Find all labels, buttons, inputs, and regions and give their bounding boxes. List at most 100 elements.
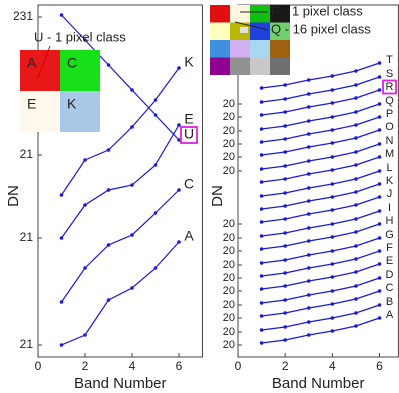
inset-cell (210, 57, 230, 75)
series-line (261, 170, 380, 197)
series-line (261, 263, 380, 290)
point (283, 97, 287, 101)
point (354, 123, 358, 127)
series-label: L (386, 162, 392, 174)
annotation: R - 1 pixel class (271, 3, 363, 18)
point (377, 289, 382, 293)
point (130, 286, 134, 290)
x-tick-label: 4 (129, 359, 136, 373)
series-label: H (386, 215, 394, 227)
series-label: M (385, 148, 394, 160)
point (106, 298, 111, 302)
y-tick-label: 20 (223, 326, 235, 338)
point (283, 110, 287, 114)
point (330, 235, 335, 239)
series-label: U (184, 126, 194, 142)
point (259, 127, 264, 131)
point (306, 78, 311, 82)
point (259, 153, 264, 157)
point (377, 88, 382, 92)
point (306, 239, 311, 243)
point (354, 83, 358, 87)
point (259, 220, 264, 224)
point (177, 66, 181, 70)
point (283, 217, 287, 221)
inset-label: E (27, 96, 36, 112)
point (259, 140, 264, 144)
point (354, 311, 358, 315)
point (377, 102, 382, 106)
point (377, 142, 382, 146)
point (283, 150, 287, 154)
point (259, 100, 264, 104)
plot-frame (37, 4, 203, 358)
series-line (261, 129, 380, 156)
series-line (261, 156, 380, 183)
point (354, 270, 358, 274)
highlight-box (180, 126, 198, 144)
inset-cell (210, 22, 230, 40)
plot-frame (237, 4, 399, 358)
point (306, 199, 311, 203)
point (283, 231, 287, 235)
x-axis-label: Band Number (272, 375, 365, 392)
point (354, 297, 358, 301)
point (306, 293, 311, 297)
point (354, 190, 358, 194)
point (283, 311, 287, 315)
series-line (61, 124, 180, 239)
point (377, 236, 382, 240)
inset-cell (250, 22, 270, 40)
series-line (261, 250, 380, 277)
point (330, 275, 335, 279)
point (306, 333, 311, 337)
point (106, 243, 111, 247)
point (259, 274, 264, 278)
inset-cell (250, 57, 270, 75)
point (83, 333, 87, 337)
point (59, 193, 64, 197)
inset-cell (240, 27, 248, 33)
y-tick-label: 20 (223, 125, 235, 137)
series-label: I (388, 202, 391, 214)
point (306, 266, 311, 270)
point (283, 164, 287, 168)
point (377, 209, 382, 213)
point (259, 207, 264, 211)
point (354, 324, 358, 328)
point (377, 128, 382, 132)
point (283, 338, 287, 342)
inset-cell (20, 91, 60, 132)
series-line (261, 116, 380, 143)
point (283, 244, 287, 248)
series-label: K (386, 175, 394, 187)
inset-label: A (27, 55, 37, 71)
y-axis-label: DN (5, 185, 22, 207)
series-label: A (184, 228, 194, 244)
series-line (261, 210, 380, 237)
y-tick-label: 20 (223, 299, 235, 311)
series-line (61, 67, 180, 196)
point (330, 249, 335, 253)
series-label: R (386, 81, 394, 93)
point (130, 183, 134, 187)
point (59, 300, 64, 304)
series-line (261, 103, 380, 130)
inset-cell (270, 5, 290, 23)
point (306, 253, 311, 257)
point (106, 188, 111, 192)
point (306, 119, 311, 123)
series-line (261, 277, 380, 304)
series-line (261, 76, 380, 103)
point (330, 195, 335, 199)
x-tick-label: 4 (329, 359, 336, 373)
point (330, 316, 335, 320)
point (330, 128, 335, 132)
point (377, 169, 382, 173)
point (130, 125, 134, 129)
point (354, 163, 358, 167)
point (377, 75, 382, 79)
point (377, 182, 382, 186)
series-label: G (385, 229, 394, 241)
point (177, 188, 181, 192)
